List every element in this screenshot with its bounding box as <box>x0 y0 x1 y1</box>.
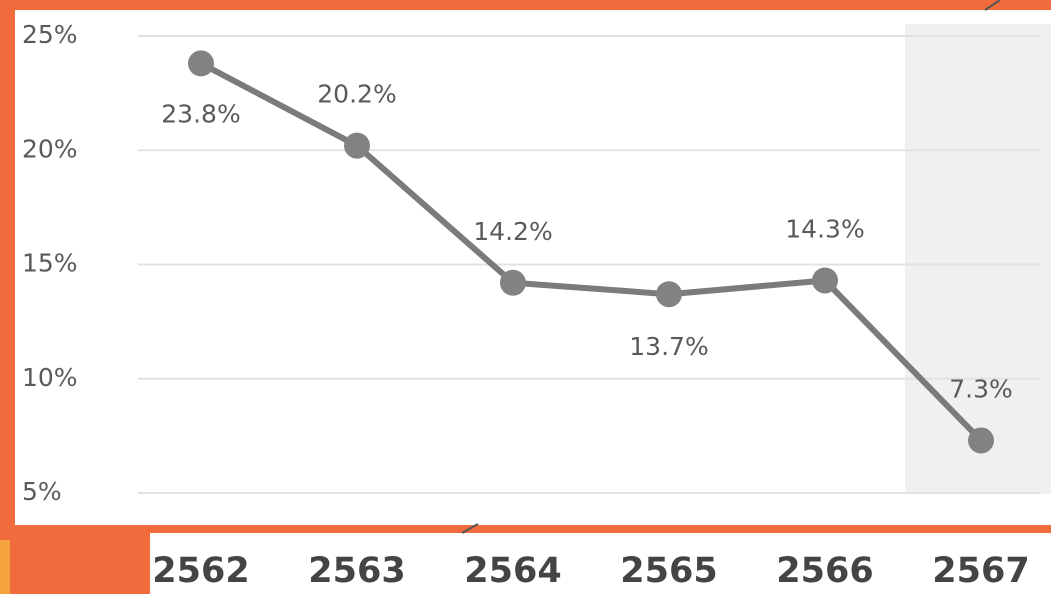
y-tick-label: 5% <box>22 477 62 506</box>
data-label: 20.2% <box>317 80 396 109</box>
decor-line <box>461 523 479 534</box>
x-tick-label: 2564 <box>464 551 561 591</box>
data-label: 13.7% <box>629 332 708 361</box>
data-label: 14.3% <box>785 214 864 243</box>
x-tick-label: 2566 <box>776 551 873 591</box>
decor-strip <box>0 540 10 594</box>
y-tick-label: 10% <box>22 363 78 392</box>
plot-panel <box>15 10 1051 525</box>
marker <box>188 50 214 77</box>
decor-line <box>984 0 1001 11</box>
marker <box>968 427 994 454</box>
x-tick-label: 2563 <box>308 551 405 591</box>
marker <box>656 281 682 308</box>
highlight-band <box>905 24 1051 494</box>
x-tick-label: 2562 <box>152 551 249 591</box>
line <box>199 60 984 443</box>
x-tick-label: 2565 <box>620 551 717 591</box>
data-label: 14.2% <box>473 217 552 246</box>
data-label: 23.8% <box>161 99 240 128</box>
y-tick-label: 25% <box>22 20 78 49</box>
x-tick-label: 2567 <box>932 551 1029 591</box>
y-tick-label: 15% <box>22 249 78 278</box>
marker <box>500 269 526 296</box>
data-label: 7.3% <box>949 374 1013 403</box>
category-panel <box>150 533 1051 594</box>
marker <box>812 267 838 294</box>
y-tick-label: 20% <box>22 134 78 163</box>
marker <box>344 132 370 159</box>
